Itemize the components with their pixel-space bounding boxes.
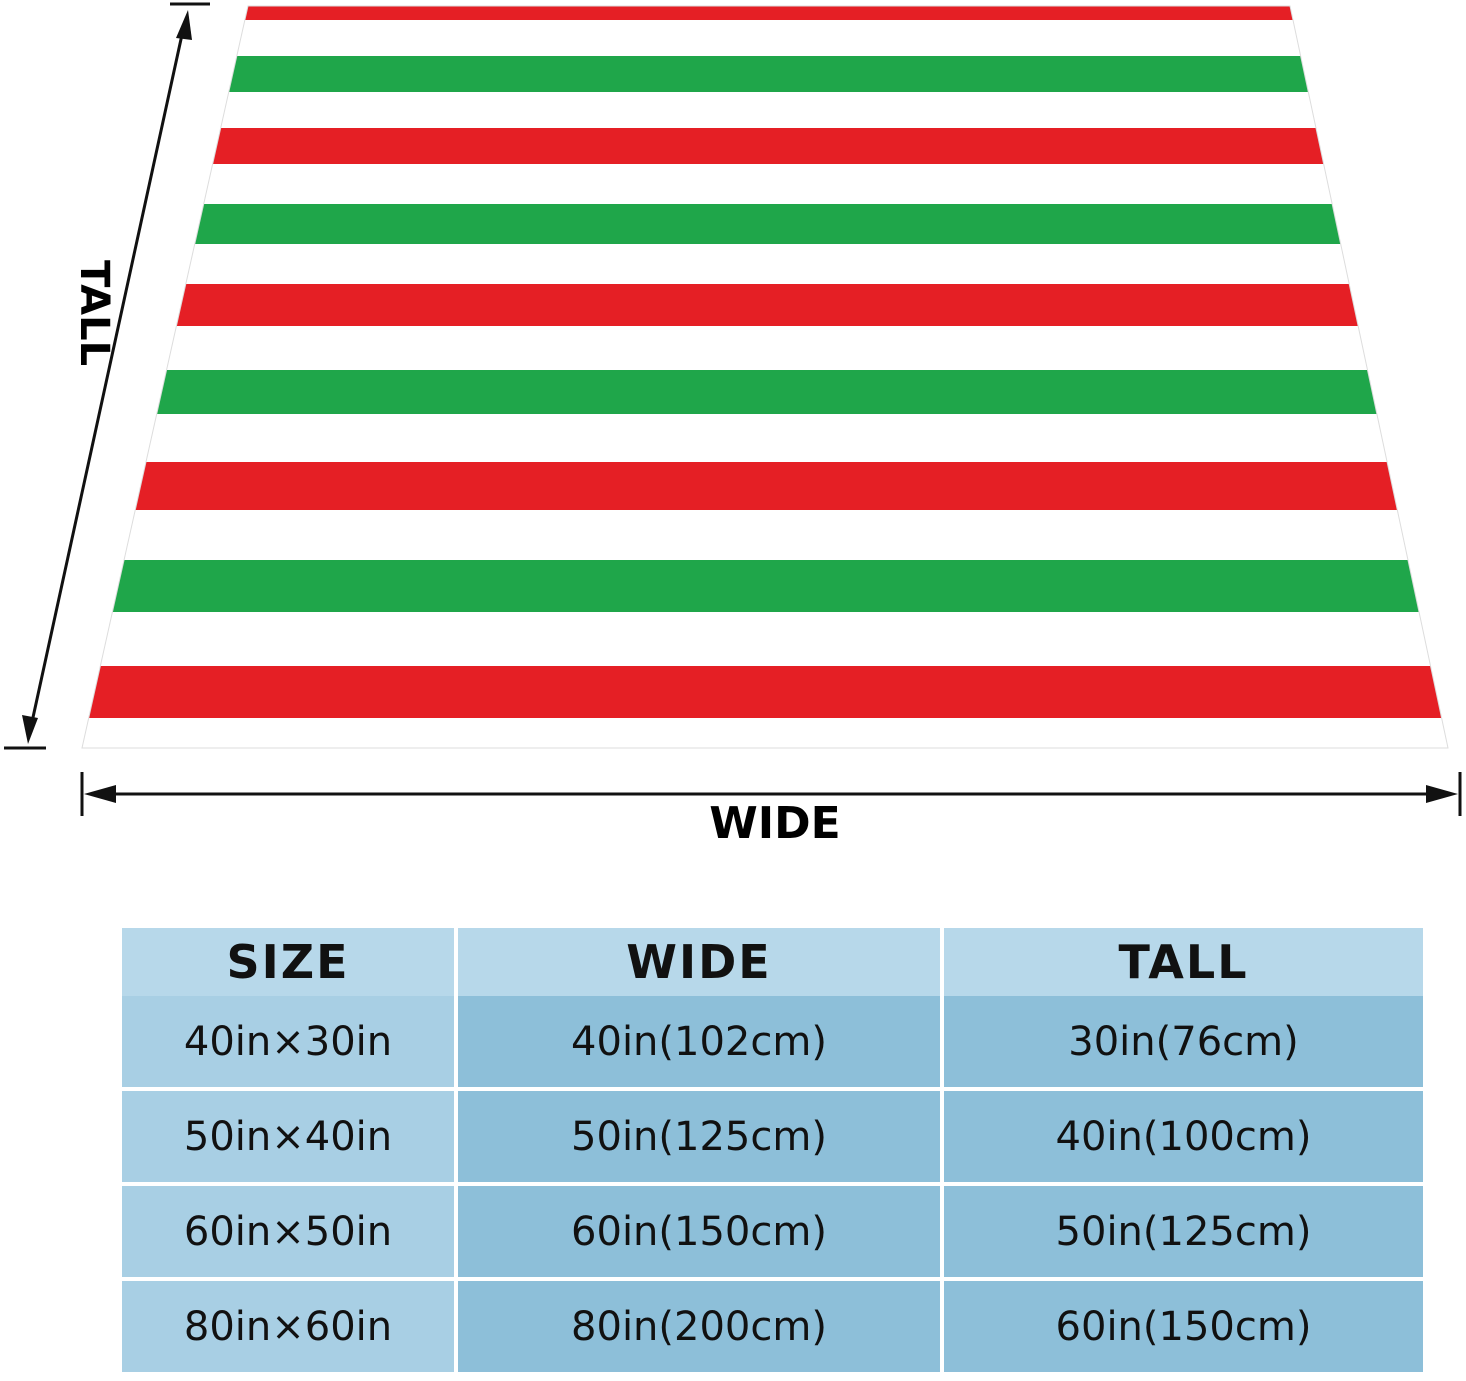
tall-cell: 40in(100cm) [944,1091,1423,1186]
stripe-green [82,370,1448,414]
size-table: SIZE WIDE TALL 40in×30in 40in(102cm) 30i… [122,928,1423,1372]
header-wide: WIDE [458,928,944,996]
table-row: 80in×60in 80in(200cm) 60in(150cm) [122,1281,1423,1372]
table-row: 50in×40in 50in(125cm) 40in(100cm) [122,1091,1423,1186]
stripe-white [82,326,1448,370]
tall-cell: 60in(150cm) [944,1281,1423,1372]
tall-dimension-arrow [4,2,210,750]
stripe-red [82,6,1448,20]
table-row: 40in×30in 40in(102cm) 30in(76cm) [122,996,1423,1091]
wide-cell: 40in(102cm) [458,996,944,1091]
stripe-red [82,666,1448,718]
stripe-white [82,20,1448,56]
stripe-red [82,462,1448,510]
blanket-outline [81,5,1449,749]
size-cell: 80in×60in [122,1281,458,1372]
stripe-green [82,204,1448,244]
header-size: SIZE [122,928,458,996]
size-cell: 40in×30in [122,996,458,1091]
size-cell: 60in×50in [122,1186,458,1281]
wide-label: WIDE [709,798,841,849]
tall-cell: 30in(76cm) [944,996,1423,1091]
tall-cell: 50in(125cm) [944,1186,1423,1281]
header-tall: TALL [944,928,1423,996]
blanket-illustration [4,2,1462,816]
stripe-green [82,56,1448,92]
wide-cell: 50in(125cm) [458,1091,944,1186]
wide-dimension-arrow [80,772,1462,816]
wide-cell: 60in(150cm) [458,1186,944,1281]
tall-label: TALL [71,260,117,367]
stripe-white [82,164,1448,204]
wide-cell: 80in(200cm) [458,1281,944,1372]
stripe-green [82,560,1448,612]
size-cell: 50in×40in [122,1091,458,1186]
table-row: 60in×50in 60in(150cm) 50in(125cm) [122,1186,1423,1281]
stripe-white [82,510,1448,560]
stripe-white [82,414,1448,462]
stripe-red [82,128,1448,164]
stripe-white [82,244,1448,284]
stripe-white [82,612,1448,666]
table-header-row: SIZE WIDE TALL [122,928,1423,996]
blanket-stripes [82,6,1448,718]
stripe-red [82,284,1448,326]
stripe-white [82,92,1448,128]
